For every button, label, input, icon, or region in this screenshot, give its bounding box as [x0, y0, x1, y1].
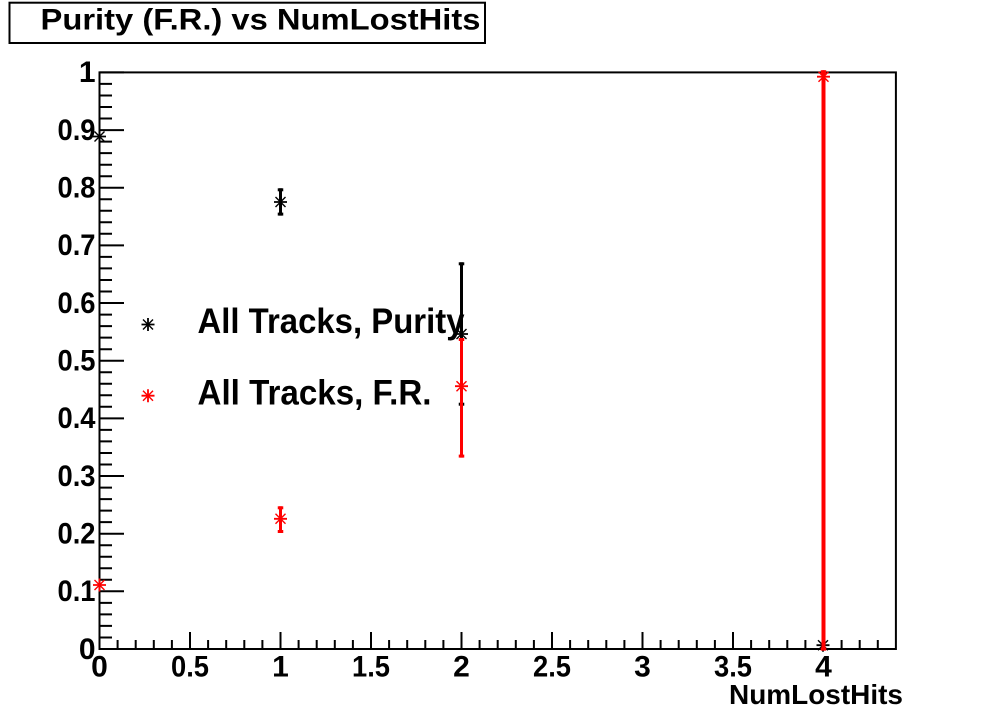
svg-text:3: 3	[634, 651, 651, 684]
svg-text:Purity (F.R.) vs NumLostHits: Purity (F.R.) vs NumLostHits	[41, 4, 481, 37]
svg-text:All Tracks, F.R.: All Tracks, F.R.	[198, 374, 432, 413]
svg-text:1: 1	[272, 651, 289, 684]
svg-text:3.5: 3.5	[714, 651, 752, 684]
svg-text:0.6: 0.6	[58, 287, 96, 320]
svg-text:0.4: 0.4	[58, 402, 96, 435]
svg-text:NumLostHits: NumLostHits	[729, 679, 903, 710]
svg-text:1: 1	[79, 56, 96, 89]
svg-text:0.3: 0.3	[58, 460, 96, 493]
svg-text:0: 0	[91, 651, 108, 684]
svg-text:0.9: 0.9	[58, 114, 96, 147]
svg-text:0.1: 0.1	[58, 575, 96, 608]
svg-text:2.5: 2.5	[533, 651, 571, 684]
svg-text:1.5: 1.5	[352, 651, 390, 684]
svg-text:0.5: 0.5	[171, 651, 209, 684]
svg-text:0.8: 0.8	[58, 172, 96, 205]
svg-text:2: 2	[453, 651, 470, 684]
svg-text:0.7: 0.7	[58, 229, 96, 262]
svg-text:0.2: 0.2	[58, 518, 96, 551]
svg-text:0.5: 0.5	[58, 345, 96, 378]
svg-text:0: 0	[79, 633, 96, 666]
svg-text:4: 4	[815, 651, 832, 684]
svg-text:All Tracks, Purity: All Tracks, Purity	[198, 302, 465, 341]
